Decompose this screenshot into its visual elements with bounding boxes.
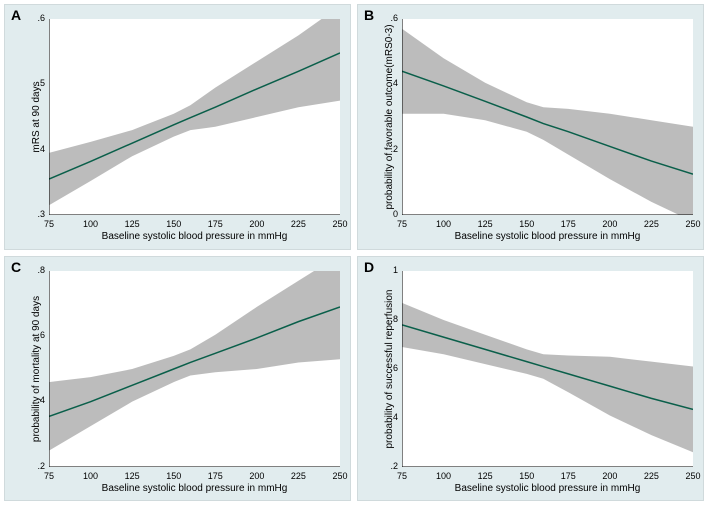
panel-c: C 75100125150175200225250.2.4.6.8Baselin… bbox=[4, 256, 351, 502]
panel-d: D 75100125150175200225250.2.4.6.81Baseli… bbox=[357, 256, 704, 502]
panel-d-label: D bbox=[364, 259, 374, 275]
panel-b-label: B bbox=[364, 7, 374, 23]
panel-a-label: A bbox=[11, 7, 21, 23]
panel-c-label: C bbox=[11, 259, 21, 275]
panel-b: B 751001251501752002252500.2.4.6Baseline… bbox=[357, 4, 704, 250]
panel-a: A 75100125150175200225250.3.4.5.6Baselin… bbox=[4, 4, 351, 250]
